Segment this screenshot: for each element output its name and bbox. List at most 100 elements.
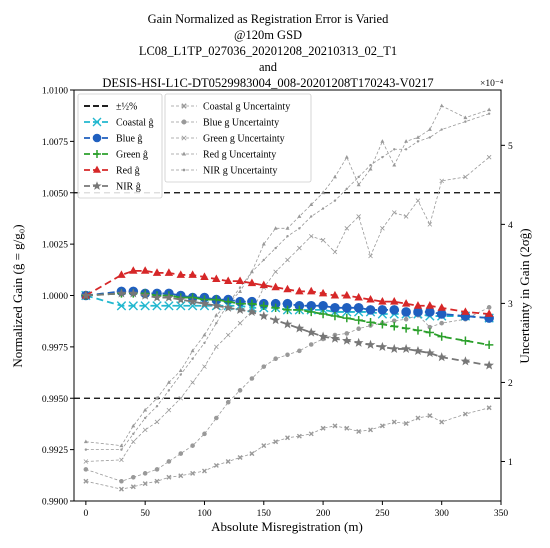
point-red-g-uncertainty	[166, 380, 171, 384]
y-left-tick-label: 1.0000	[42, 292, 68, 302]
point-nir-g-uncertainty	[274, 246, 277, 250]
point-blue	[413, 307, 423, 317]
point-red	[401, 299, 411, 307]
point-red	[295, 286, 304, 295]
point-red-g-uncertainty	[143, 407, 148, 412]
point-nir-g-uncertainty	[416, 140, 420, 143]
legend-label: Blue ĝ	[116, 134, 142, 145]
point-red-g-uncertainty	[119, 443, 124, 448]
point-red-g-uncertainty	[380, 139, 385, 143]
legend-entry: ±½%	[84, 102, 137, 113]
legend-label: NIR ĝ	[116, 182, 141, 193]
point-red-g-uncertainty	[238, 289, 243, 293]
legend-entry: Blue ĝ	[84, 134, 142, 145]
legend-label: Coastal ĝ	[116, 118, 154, 129]
point-green	[259, 301, 268, 310]
point-green	[354, 315, 363, 325]
point-red	[235, 276, 245, 285]
point-nir-g-uncertainty	[333, 199, 337, 202]
title-line-2: @120m GSD	[234, 28, 302, 42]
legend-marker	[181, 135, 187, 141]
y-axis-left-label: Normalized Gain (ĝ = g/g₀)	[10, 224, 25, 367]
point-coastal-g-uncertainty	[213, 462, 219, 468]
legend-label: Blue g Uncertainty	[203, 118, 279, 129]
point-nir-g-uncertainty	[132, 432, 135, 436]
point-green-g-uncertainty	[415, 198, 421, 203]
point-green-g-uncertainty	[320, 237, 326, 243]
point-red	[176, 270, 185, 278]
legend-entry: Coastal g Uncertainty	[171, 102, 290, 113]
point-blue-g-uncertainty	[297, 348, 302, 354]
point-nir	[258, 311, 269, 321]
point-coastal	[152, 301, 162, 311]
point-red	[200, 272, 209, 280]
chart-title: Gain Normalized as Registration Error is…	[102, 12, 433, 90]
title-line-1: Gain Normalized as Registration Error is…	[148, 12, 389, 26]
point-green-g-uncertainty	[486, 154, 492, 160]
point-blue-g-uncertainty	[83, 467, 89, 472]
point-nir	[306, 327, 317, 337]
point-green	[437, 332, 446, 341]
point-red	[140, 266, 150, 274]
point-nir	[211, 300, 222, 310]
point-blue-g-uncertainty	[285, 352, 290, 358]
axes: 0 50 100 150 200 250 300 350 0.9900 0.9925 0.9950 0…	[42, 87, 513, 520]
point-red	[152, 268, 162, 276]
y-right-tick-label: 5	[508, 142, 513, 152]
legend-marker	[182, 168, 186, 172]
point-green-g-uncertainty	[368, 253, 373, 259]
y-axis-right-label: Uncertainty in Gain (2σĝ)	[517, 228, 532, 363]
point-red	[212, 274, 221, 282]
legend-entry: Red ĝ	[84, 166, 140, 177]
x-tick-label: 350	[494, 509, 509, 519]
point-red	[164, 268, 174, 276]
point-coastal-g-uncertainty	[296, 433, 302, 439]
point-coastal-g-uncertainty	[83, 478, 89, 484]
point-green-g-uncertainty	[463, 174, 468, 180]
point-red	[188, 270, 197, 278]
point-nir-g-uncertainty	[487, 112, 491, 115]
point-green-g-uncertainty	[166, 407, 172, 413]
point-blue-g-uncertainty	[439, 320, 444, 326]
y-left-tick-label: 1.0050	[42, 189, 68, 199]
point-red-g-uncertainty	[273, 226, 278, 230]
point-green-g-uncertainty	[285, 257, 290, 263]
legend-marker	[181, 119, 187, 125]
point-nir	[140, 290, 150, 300]
x-tick-label: 150	[257, 509, 272, 519]
point-coastal-g-uncertainty	[308, 431, 314, 437]
point-coastal	[140, 301, 150, 311]
point-red	[271, 282, 280, 291]
point-blue	[401, 307, 411, 317]
point-nir-g-uncertainty	[381, 155, 384, 159]
point-green-g-uncertainty	[332, 249, 338, 255]
legend-label: ±½%	[116, 102, 137, 113]
point-blue-g-uncertainty	[202, 431, 207, 437]
point-red-g-uncertainty	[309, 202, 314, 207]
y-right-tick-label: 3	[508, 300, 513, 310]
point-green	[295, 305, 304, 315]
point-coastal-g-uncertainty	[118, 486, 124, 492]
point-green-g-uncertainty	[178, 395, 184, 401]
y-left-tick-label: 1.0075	[42, 138, 68, 148]
point-blue	[389, 305, 400, 315]
point-red	[413, 301, 423, 309]
point-blue-g-uncertainty	[178, 451, 184, 456]
point-green-g-uncertainty	[119, 457, 124, 463]
point-green-g-uncertainty	[308, 233, 314, 239]
series-red	[81, 266, 494, 317]
x-tick-label: 200	[316, 509, 331, 519]
point-red	[461, 307, 470, 315]
point-blue-g-uncertainty	[273, 356, 278, 362]
legend-entry: NIR g Uncertainty	[171, 166, 277, 177]
point-blue	[342, 303, 352, 313]
point-green	[425, 328, 435, 337]
point-blue-g-uncertainty	[308, 342, 314, 347]
point-blue-g-uncertainty	[403, 316, 409, 322]
y-right-tick-label: 4	[508, 221, 513, 231]
title-line-3: LC08_L1TP_027036_20201208_20210313_02_T1	[139, 44, 397, 58]
point-coastal-g-uncertainty	[273, 439, 279, 445]
y-left-tick-label: 1.0100	[42, 87, 68, 97]
point-coastal-g-uncertainty	[379, 423, 385, 429]
point-coastal-g-uncertainty	[225, 458, 231, 464]
